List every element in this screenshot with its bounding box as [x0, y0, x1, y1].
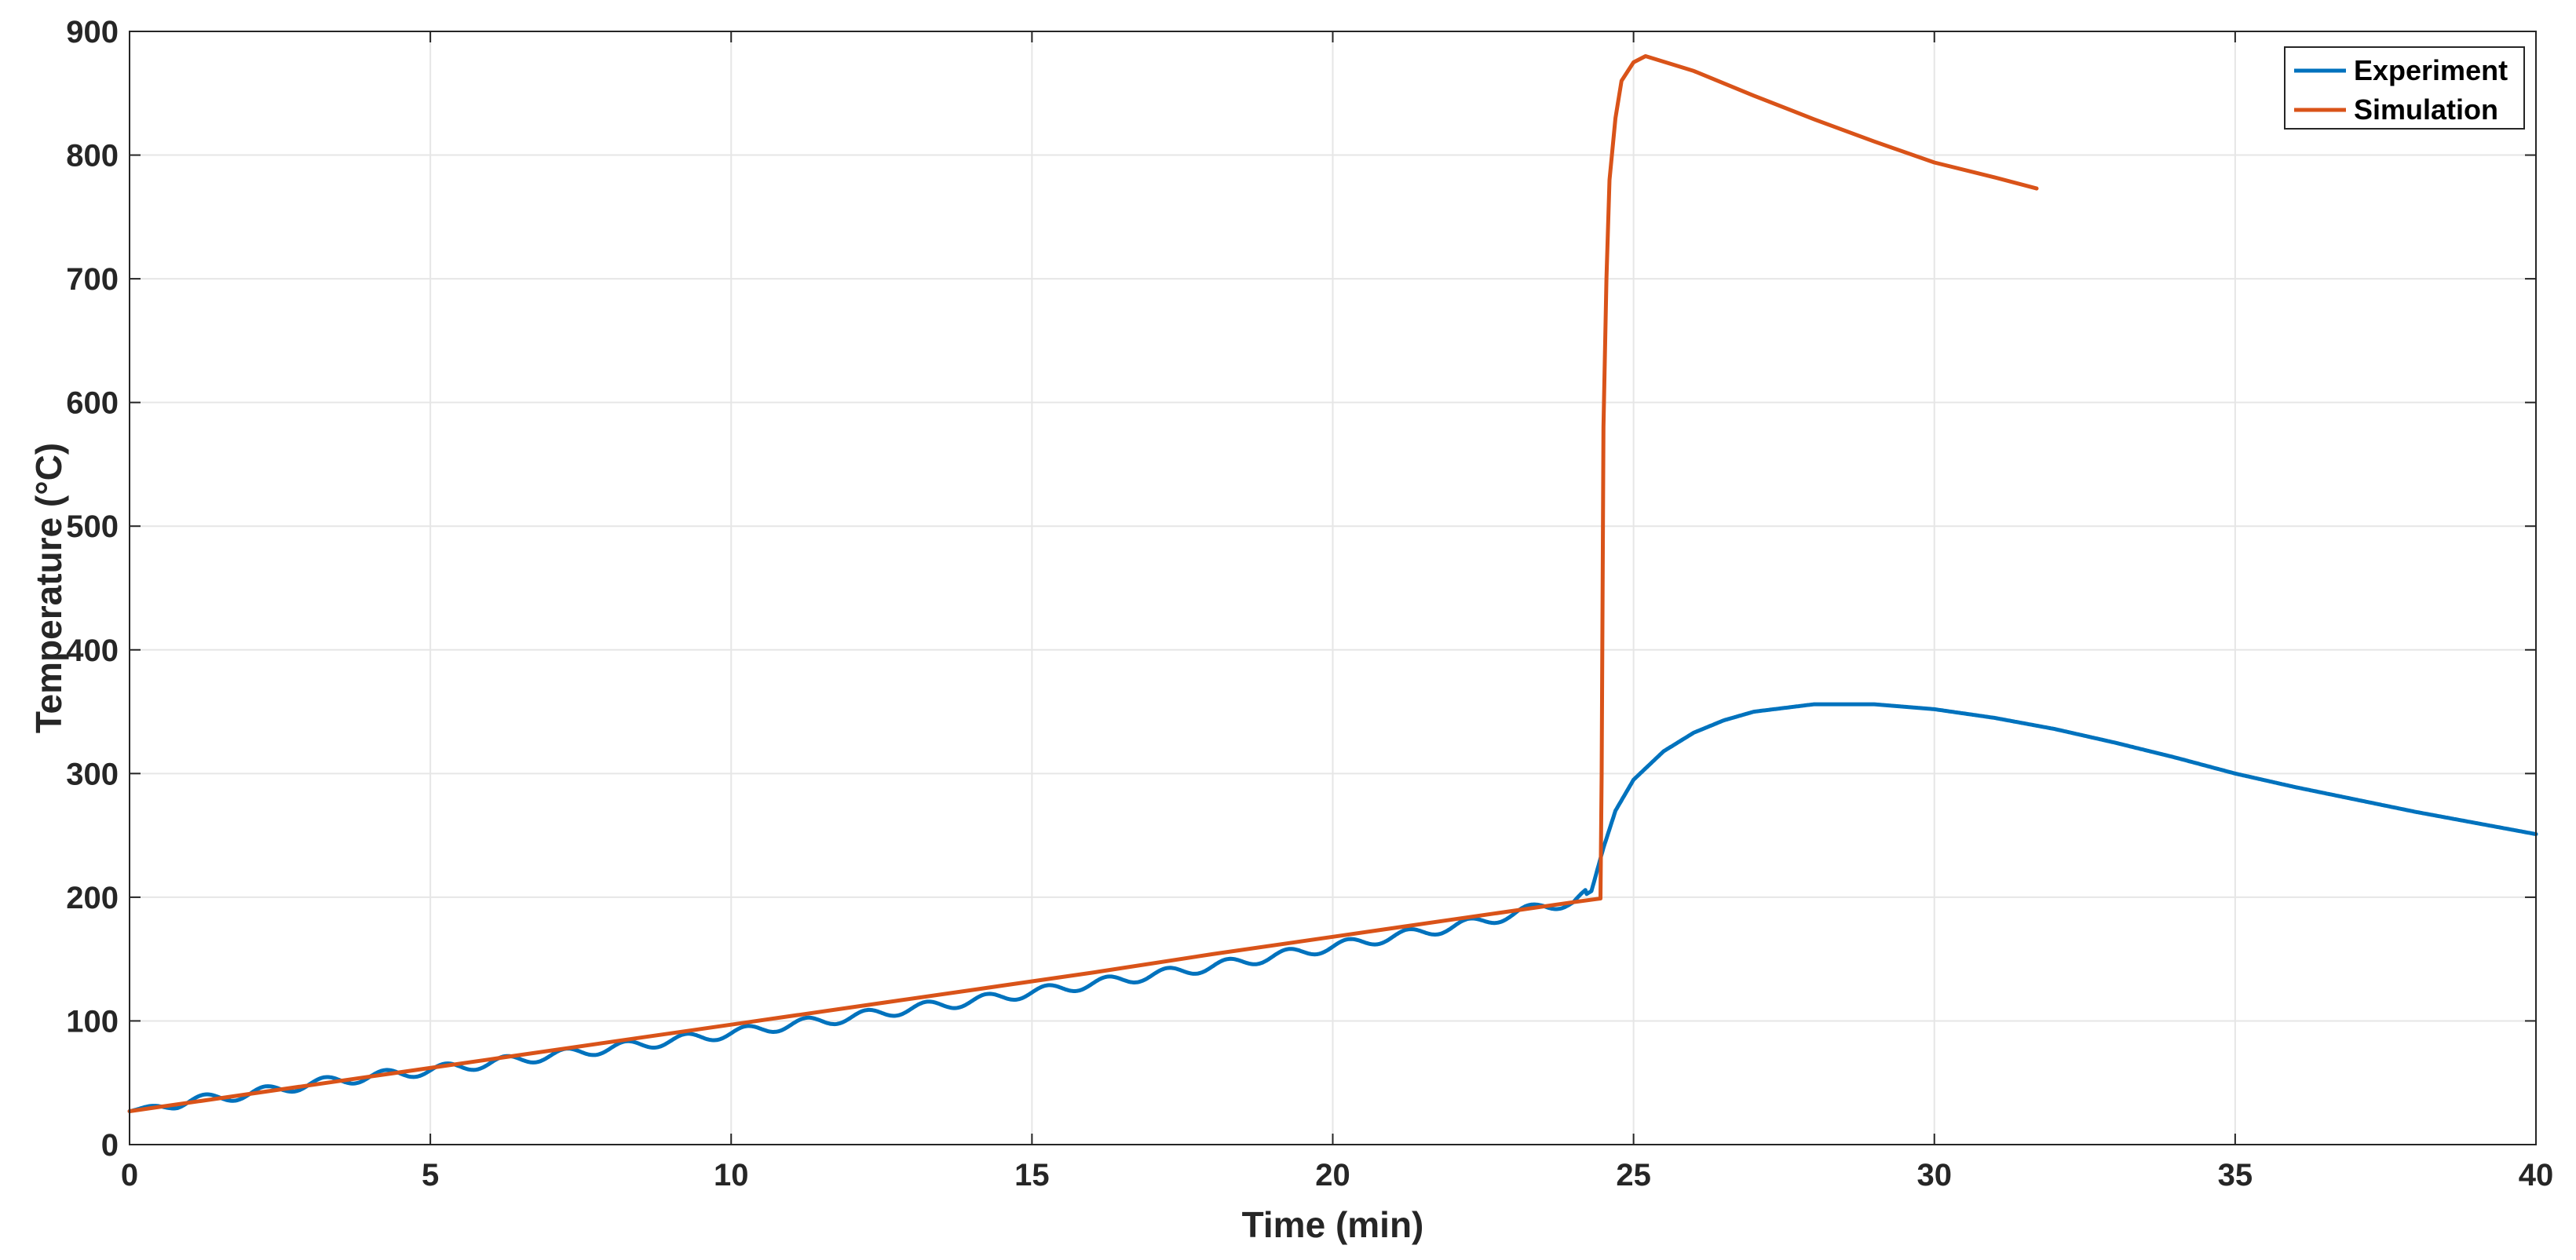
x-tick-label: 30: [1917, 1158, 1953, 1192]
x-tick-label: 10: [714, 1158, 749, 1192]
y-tick-label: 800: [66, 139, 119, 173]
x-tick-label: 40: [2519, 1158, 2554, 1192]
y-tick-label: 300: [66, 757, 119, 791]
series-line-experiment: [127, 702, 2538, 1113]
legend-box: [2284, 46, 2525, 130]
y-tick-label: 500: [66, 509, 119, 544]
x-tick-label: 5: [422, 1158, 439, 1192]
x-tick-label: 35: [2218, 1158, 2253, 1192]
axis-ticks: 0 5 10 15 20 25 30 35 40010020030040050060070080…: [66, 15, 2553, 1192]
y-tick-label: 900: [66, 15, 119, 49]
y-tick-label: 100: [66, 1004, 119, 1039]
y-tick-label: 200: [66, 881, 119, 915]
y-tick-label: 700: [66, 262, 119, 297]
legend-label-experiment: Experiment: [2354, 54, 2508, 86]
x-tick-label: 15: [1014, 1158, 1050, 1192]
y-tick-label: 600: [66, 386, 119, 421]
x-tick-label: 20: [1315, 1158, 1350, 1192]
series-line-simulation: [127, 54, 2039, 1113]
y-axis-title: Temperature (°C): [28, 443, 69, 733]
y-tick-label: 0: [101, 1128, 119, 1163]
y-tick-label: 400: [66, 634, 119, 668]
legend-label-simulation: Simulation: [2354, 93, 2498, 126]
legend: Experiment Simulation: [2284, 46, 2525, 130]
series-lines: [127, 54, 2538, 1113]
x-tick-label: 0: [121, 1158, 138, 1192]
x-tick-label: 25: [1616, 1158, 1651, 1192]
x-axis-title: Time (min): [1242, 1204, 1424, 1245]
